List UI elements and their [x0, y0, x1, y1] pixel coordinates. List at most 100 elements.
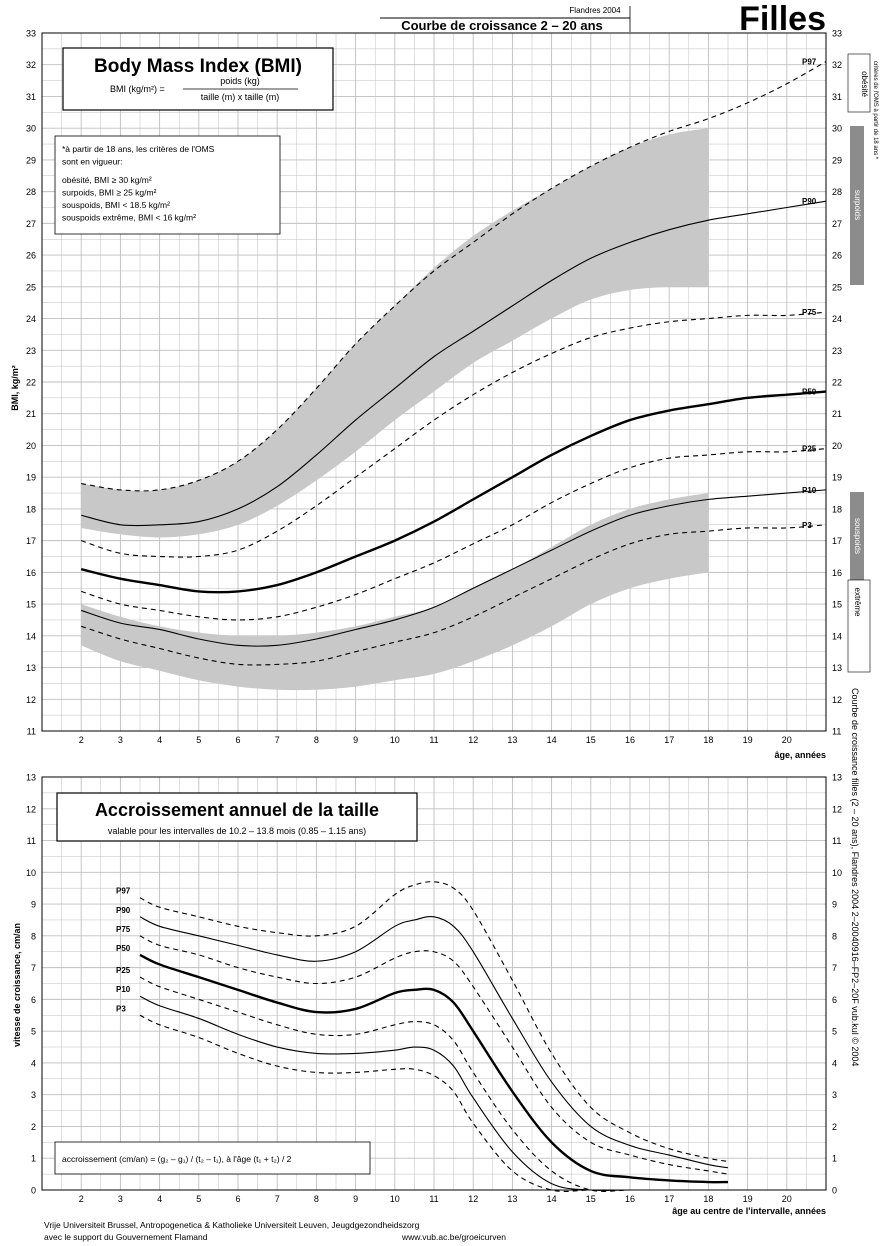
souspoids-label: souspoids — [853, 518, 862, 554]
velocity-ylabel: vitesse de croissance, cm/an — [12, 923, 22, 1047]
bmi-note-line: surpoids, BMI ≥ 25 kg/m² — [62, 188, 157, 198]
extreme-box — [847, 579, 871, 673]
series-line-p90 — [81, 200, 827, 527]
y-tick-label-left: 12 — [26, 804, 36, 814]
bmi-series — [80, 61, 827, 666]
y-tick-label-right: 32 — [832, 60, 842, 70]
y-tick-label-left: 16 — [26, 568, 36, 578]
velocity-subtitle: valable pour les intervalles de 10.2 – 1… — [108, 826, 366, 836]
surpoids-label: surpoids — [853, 190, 862, 220]
y-tick-label-left: 22 — [26, 378, 36, 388]
x-tick-label: 18 — [703, 735, 713, 745]
x-tick-label: 8 — [314, 1194, 319, 1204]
y-tick-label-left: 1 — [31, 1154, 36, 1164]
y-tick-label-right: 27 — [832, 219, 842, 229]
series-line-p25 — [81, 448, 827, 621]
velocity-formula: accroissement (cm/an) = (g₂ – g₁) / (t₂ … — [62, 1154, 292, 1164]
x-tick-label: 15 — [586, 1194, 596, 1204]
y-tick-label-right: 14 — [832, 631, 842, 641]
x-tick-label: 12 — [468, 735, 478, 745]
series-label-p10: P10 — [116, 985, 131, 994]
extreme-label: extrême — [853, 588, 862, 617]
x-tick-label: 19 — [743, 735, 753, 745]
y-tick-label-right: 17 — [832, 536, 842, 546]
x-tick-label: 4 — [157, 735, 162, 745]
y-tick-label-left: 11 — [27, 836, 36, 846]
x-tick-label: 16 — [625, 735, 635, 745]
bmi-note-line: *à partir de 18 ans, les critères de l'O… — [62, 144, 215, 154]
y-tick-label-left: 10 — [26, 868, 36, 878]
obesite-label: obésité — [860, 71, 869, 97]
y-tick-label-left: 21 — [26, 409, 36, 419]
bmi-formula-numerator: poids (kg) — [220, 76, 260, 86]
series-line-p3 — [81, 524, 827, 666]
y-tick-label-left: 31 — [26, 92, 36, 102]
series-line-p10 — [81, 489, 827, 647]
y-tick-label-right: 15 — [832, 600, 842, 610]
velocity-series-labels: P97 P90 P75 P50 P25 P10 P3 — [116, 887, 131, 1014]
bmi-chart: 11 11 12 12 13 13 14 14 15 15 16 16 17 17 18 18 19 19 20 20… — [10, 29, 842, 761]
bmi-note-box — [54, 135, 281, 235]
series-label-p97: P97 — [802, 58, 817, 67]
series-line-p75 — [139, 935, 729, 1175]
y-tick-label-left: 15 — [26, 600, 36, 610]
y-tick-label-right: 12 — [832, 695, 842, 705]
series-label-p3: P3 — [802, 521, 812, 530]
side-criteria: obésité critères de l'OMS à partir de 18… — [847, 53, 878, 1066]
x-tick-label: 11 — [429, 735, 438, 745]
band-underweight-zone — [81, 493, 709, 691]
header-sex-title: Filles — [739, 0, 826, 38]
y-tick-label-left: 11 — [27, 727, 36, 737]
y-tick-label-left: 28 — [26, 187, 36, 197]
y-tick-label-left: 26 — [26, 251, 36, 261]
y-tick-label-left: 14 — [26, 631, 36, 641]
y-tick-label-right: 1 — [832, 1154, 837, 1164]
x-tick-label: 9 — [353, 1194, 358, 1204]
y-tick-label-left: 3 — [31, 1090, 36, 1100]
footer-url: www.vub.ac.be/groeicurven — [401, 1232, 506, 1242]
x-tick-label: 4 — [157, 1194, 162, 1204]
x-tick-label: 17 — [664, 1194, 674, 1204]
y-tick-label-right: 19 — [832, 473, 842, 483]
y-tick-label-right: 30 — [832, 124, 842, 134]
series-line-p97 — [139, 881, 729, 1162]
x-tick-label: 10 — [390, 735, 400, 745]
y-tick-label-right: 23 — [832, 346, 842, 356]
y-tick-label-right: 12 — [832, 804, 842, 814]
y-tick-label-right: 16 — [832, 568, 842, 578]
x-tick-label: 19 — [743, 1194, 753, 1204]
y-tick-label-right: 18 — [832, 504, 842, 514]
bmi-formula-lhs: BMI (kg/m²) = — [110, 84, 165, 94]
series-label-p90: P90 — [802, 197, 817, 206]
x-tick-label: 6 — [235, 735, 240, 745]
x-tick-label: 11 — [429, 1194, 438, 1204]
x-tick-label: 18 — [703, 1194, 713, 1204]
x-tick-label: 9 — [353, 735, 358, 745]
y-tick-label-right: 10 — [832, 868, 842, 878]
x-tick-label: 8 — [314, 735, 319, 745]
plot-frame — [41, 32, 827, 732]
series-label-p3: P3 — [116, 1004, 126, 1013]
y-tick-label-right: 33 — [832, 29, 842, 39]
y-tick-label-right: 0 — [832, 1186, 837, 1196]
y-tick-label-right: 2 — [832, 1122, 837, 1132]
x-tick-label: 12 — [468, 1194, 478, 1204]
series-line-p3 — [139, 1014, 728, 1192]
x-tick-label: 20 — [782, 1194, 792, 1204]
bmi-ylabel: BMI, kg/m² — [10, 365, 20, 411]
x-tick-label: 7 — [275, 1194, 280, 1204]
x-tick-label: 10 — [390, 1194, 400, 1204]
bmi-title: Body Mass Index (BMI) — [94, 56, 302, 77]
y-tick-label-left: 20 — [26, 441, 36, 451]
y-tick-label-left: 27 — [26, 219, 36, 229]
y-tick-label-right: 22 — [832, 378, 842, 388]
y-tick-label-left: 23 — [26, 346, 36, 356]
series-line-p90 — [139, 916, 729, 1169]
y-tick-label-right: 4 — [832, 1058, 837, 1068]
bmi-series-labels: P97 P90 P75 P50 P25 P10 P3 — [802, 58, 817, 530]
series-label-p75: P75 — [802, 308, 817, 317]
band-overweight-zone — [81, 128, 709, 538]
velocity-xlabel: âge au centre de l'intervalle, années — [672, 1206, 826, 1216]
souspoids-bar — [850, 492, 864, 580]
y-tick-label-left: 13 — [26, 773, 36, 783]
